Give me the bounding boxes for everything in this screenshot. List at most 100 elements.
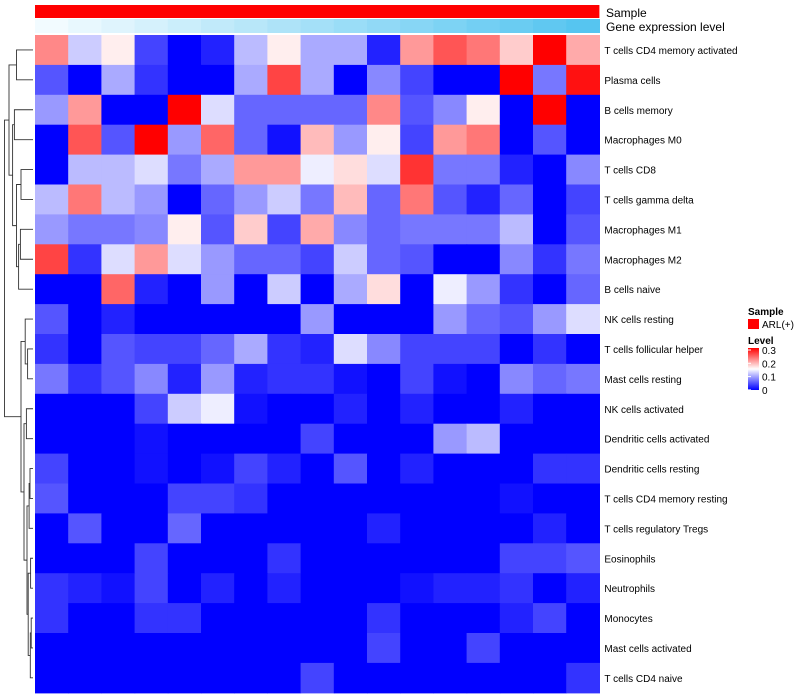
heatmap-cell	[134, 124, 169, 156]
heatmap-cell	[333, 363, 368, 395]
heatmap-cell	[566, 423, 600, 455]
heatmap-cell	[267, 633, 302, 664]
heatmap-cell	[101, 662, 136, 694]
heatmap-cell	[300, 35, 335, 66]
heatmap-cell	[167, 363, 202, 395]
row-label: NK cells activated	[604, 405, 683, 416]
annotation-cell-gene-expression	[201, 19, 235, 33]
heatmap-cell	[101, 94, 136, 126]
heatmap-cell	[333, 483, 368, 514]
heatmap-cell	[267, 184, 302, 215]
legend-tick-label: 0.3	[762, 346, 776, 357]
heatmap-cell	[300, 214, 335, 245]
heatmap-cell	[201, 423, 235, 455]
heatmap-cell	[533, 154, 567, 186]
heatmap-cell	[101, 274, 136, 305]
heatmap-cell	[466, 662, 501, 694]
heatmap-cell	[499, 543, 534, 574]
heatmap-cell	[466, 603, 501, 634]
legend-tick-label: 0	[762, 386, 768, 397]
heatmap-cell	[134, 94, 169, 126]
heatmap-cell	[367, 662, 401, 694]
heatmap-cell	[367, 573, 401, 604]
heatmap-cell	[300, 453, 335, 485]
heatmap-cell	[466, 124, 501, 156]
heatmap-cell	[499, 244, 534, 275]
heatmap-cell	[499, 483, 534, 514]
heatmap-cell	[234, 184, 268, 215]
heatmap-cell	[201, 633, 235, 664]
heatmap-cell	[566, 94, 600, 126]
heatmap-cell	[267, 423, 302, 455]
heatmap-cell	[433, 35, 468, 66]
heatmap-cell	[333, 543, 368, 574]
heatmap-cell	[68, 573, 102, 604]
heatmap-cell	[201, 274, 235, 305]
heatmap-cell	[400, 603, 434, 634]
heatmap-cell	[433, 453, 468, 485]
heatmap-cell	[68, 513, 102, 544]
row-label: Dendritic cells resting	[604, 465, 699, 476]
heatmap-cell	[433, 393, 468, 425]
heatmap-cell	[167, 453, 202, 485]
heatmap-cell	[367, 633, 401, 664]
heatmap-cell	[35, 662, 69, 694]
heatmap-cell	[300, 513, 335, 544]
heatmap-cell	[533, 334, 567, 365]
heatmap-cell	[367, 214, 401, 245]
heatmap-cell	[134, 244, 169, 275]
heatmap-cell	[101, 184, 136, 215]
heatmap-cell	[499, 573, 534, 604]
heatmap-cell	[367, 64, 401, 96]
heatmap-cell	[367, 184, 401, 215]
heatmap-cell	[134, 304, 169, 335]
heatmap-cell	[499, 423, 534, 455]
heatmap-cell	[499, 184, 534, 215]
heatmap-cell	[333, 244, 368, 275]
heatmap-cell	[167, 214, 202, 245]
heatmap-cell	[234, 304, 268, 335]
heatmap-cell	[300, 64, 335, 96]
heatmap-cell	[533, 423, 567, 455]
heatmap-cell	[300, 304, 335, 335]
heatmap-cell	[101, 244, 136, 275]
heatmap-cell	[201, 94, 235, 126]
heatmap-cell	[68, 35, 102, 66]
heatmap-cell	[433, 513, 468, 544]
heatmap-cell	[167, 184, 202, 215]
row-label: Monocytes	[604, 614, 652, 625]
row-label: B cells memory	[604, 106, 672, 117]
heatmap-cell	[533, 393, 567, 425]
heatmap-cell	[400, 483, 434, 514]
heatmap-cell	[68, 334, 102, 365]
heatmap-cell	[35, 363, 69, 395]
heatmap-cell	[68, 184, 102, 215]
heatmap-cell	[533, 513, 567, 544]
heatmap-cell	[201, 154, 235, 186]
heatmap-cell	[267, 214, 302, 245]
heatmap-cell	[267, 334, 302, 365]
heatmap-cell	[400, 244, 434, 275]
legend: Sample ARL(+) Level 0.3 0.2 0.1 0	[748, 307, 794, 397]
heatmap-cell	[566, 274, 600, 305]
heatmap-cell	[566, 35, 600, 66]
heatmap-cell	[68, 244, 102, 275]
heatmap-cell	[466, 513, 501, 544]
heatmap-cell	[433, 483, 468, 514]
heatmap-cell	[566, 543, 600, 574]
heatmap-cell	[134, 603, 169, 634]
heatmap-cell	[201, 573, 235, 604]
heatmap-cell	[333, 573, 368, 604]
annotation-cell-gene-expression	[35, 19, 69, 33]
heatmap-cell	[300, 154, 335, 186]
heatmap-cell	[167, 64, 202, 96]
heatmap-cell	[499, 35, 534, 66]
heatmap-cell	[201, 453, 235, 485]
heatmap-cell	[267, 64, 302, 96]
heatmap-cell	[433, 334, 468, 365]
annotation-cell-gene-expression	[167, 19, 202, 33]
heatmap-cell	[134, 633, 169, 664]
heatmap-cell	[466, 633, 501, 664]
heatmap-cell	[167, 633, 202, 664]
